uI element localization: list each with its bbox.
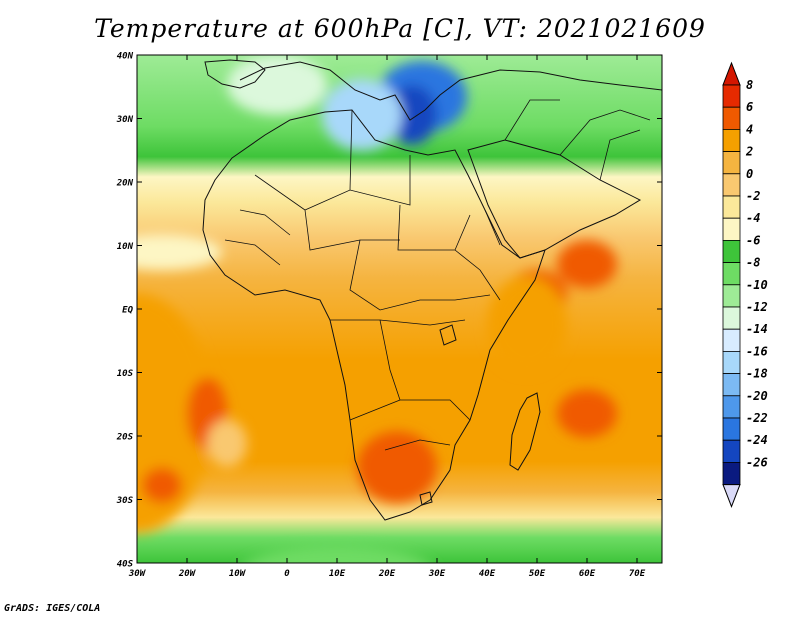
lat-tick-label: 10N <box>117 242 134 252</box>
colorbar-label: 8 <box>746 78 753 92</box>
colorbar-swatch <box>722 173 741 197</box>
lesotho <box>419 491 433 506</box>
colorbar-swatch <box>722 217 741 241</box>
lon-tick-label: 70E <box>629 569 646 579</box>
field-anomaly-1 <box>387 84 437 145</box>
colorbar-swatch <box>722 306 741 330</box>
lat-tick-label: 20N <box>116 179 134 189</box>
colorbar-label: -12 <box>746 300 768 314</box>
colorbar-legend: 8 6 4 2 0 -2 -4 -6 -8 -10 -12 -14 -16 -18 -20 -22 -24 -26 <box>722 61 768 508</box>
field-anomaly-9 <box>357 431 437 504</box>
colorbar-label: -20 <box>746 389 768 403</box>
colorbar-swatch <box>722 106 741 130</box>
lon-tick-label: 30W <box>128 569 147 579</box>
lat-tick-label: 20S <box>116 433 134 443</box>
field-anomaly-13 <box>487 276 567 372</box>
coastlines-and-borders <box>202 59 662 521</box>
colorbar-bottom-arrow <box>722 484 741 508</box>
colorbar-swatch <box>722 350 741 374</box>
iberia-coastline <box>204 59 266 89</box>
lon-tick-label: 10W <box>229 569 247 579</box>
colorbar-label: -18 <box>746 367 768 381</box>
colorbar-top-arrow <box>722 61 741 86</box>
lon-tick-label: 40E <box>479 569 496 579</box>
colorbar-label: -16 <box>746 344 768 358</box>
lat-tick-label: EQ <box>122 306 133 316</box>
field-anomaly-11 <box>557 240 617 289</box>
lat-tick-label: 40N <box>117 52 134 62</box>
colorbar-label: 6 <box>746 100 753 114</box>
colorbar-swatch <box>722 239 741 263</box>
colorbar-swatch <box>722 195 741 219</box>
colorbar-label: -2 <box>746 189 760 203</box>
colorbar-swatch <box>722 373 741 397</box>
colorbar-label: -10 <box>746 278 768 292</box>
colorbar-swatch <box>722 84 741 108</box>
field-anomaly-2 <box>322 78 402 151</box>
colorbar-swatch <box>722 328 741 352</box>
lon-tick-label: 0 <box>284 569 290 579</box>
colorbar-swatch <box>722 439 741 463</box>
colorbar-label: -8 <box>746 256 760 270</box>
longitude-axis: 30W 20W 10W 0 10E 20E 30E 40E 50E 60E 70E <box>128 55 646 579</box>
colorbar-label: -14 <box>746 322 768 336</box>
colorbar-label: 2 <box>745 145 753 159</box>
colorbar-label: -26 <box>746 455 768 469</box>
field-anomaly-8 <box>142 467 182 504</box>
grads-credit: GrADS: IGES/COLA <box>4 603 101 614</box>
lon-tick-label: 20E <box>378 569 396 579</box>
colorbar-swatch <box>722 417 741 441</box>
temperature-field <box>137 55 662 563</box>
lat-tick-label: 40S <box>117 560 134 570</box>
lat-tick-label: 30S <box>116 496 134 506</box>
lat-tick-label: 10S <box>117 369 134 379</box>
colorbar-swatch <box>722 461 741 485</box>
lon-tick-label: 10E <box>329 569 346 579</box>
field-anomaly-12 <box>557 389 617 438</box>
colorbar-swatch <box>722 128 741 152</box>
lake-victoria <box>439 324 457 346</box>
lon-tick-label: 50E <box>529 569 546 579</box>
country-borders <box>224 99 651 451</box>
madagascar-coastline <box>509 392 541 471</box>
africa-coastline <box>202 109 546 521</box>
colorbar-label: -22 <box>746 411 768 425</box>
colorbar-label: -6 <box>746 233 760 247</box>
map-title: Temperature at 600hPa [C], VT: 202102160… <box>94 14 706 43</box>
colorbar-swatch <box>722 151 741 175</box>
lon-tick-label: 60E <box>579 569 596 579</box>
field-anomaly-4 <box>137 234 222 271</box>
colorbar-label: 4 <box>746 122 753 136</box>
colorbar-label: -4 <box>746 211 760 225</box>
latitude-axis: 40N 30N 20N 10N EQ 10S 20S 30S 40S <box>116 52 662 570</box>
colorbar-label: 0 <box>746 167 753 181</box>
arabia-coastline <box>467 139 642 259</box>
lon-tick-label: 30E <box>428 569 446 579</box>
field-anomaly-3 <box>227 55 327 115</box>
field-anomaly-7 <box>207 419 247 468</box>
lon-tick-label: 20W <box>178 569 197 579</box>
colorbar-swatch <box>722 395 741 419</box>
lat-tick-label: 30N <box>116 115 134 125</box>
colorbar-swatch <box>722 284 741 308</box>
colorbar-swatch <box>722 262 741 286</box>
colorbar-label: -24 <box>746 433 768 447</box>
europe-coastline <box>239 61 662 121</box>
field-anomaly-14 <box>245 545 429 563</box>
